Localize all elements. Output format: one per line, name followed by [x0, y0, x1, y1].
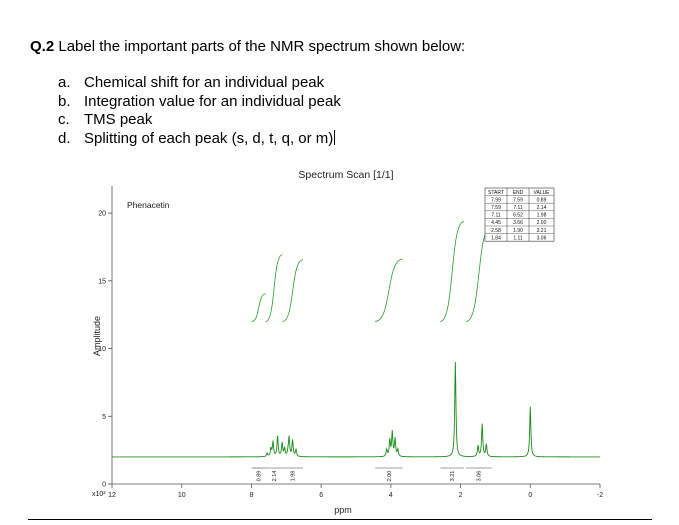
text-cursor [334, 129, 336, 145]
table-header-cell: END [513, 190, 524, 196]
item-text: Splitting of each peak (s, d, t, q, or m… [84, 129, 334, 147]
question-prompt: Label the important parts of the NMR spe… [58, 38, 466, 55]
integration-curve [265, 254, 283, 322]
table-cell: 2.58 [491, 228, 501, 234]
item-b: b. Integration value for an individual pe… [58, 93, 341, 112]
table-cell: 7.11 [491, 213, 501, 219]
sample-label: Phenacetin [127, 200, 170, 210]
table-frame [484, 187, 555, 242]
table-cell: 7.11 [513, 205, 523, 211]
integration-value-label: 3.06 [477, 471, 483, 482]
table-cell: 7.59 [513, 197, 523, 203]
integration-curves [251, 221, 492, 469]
table-cell: 4.45 [491, 220, 501, 226]
table-cell: 1.84 [491, 235, 501, 241]
x-tick-label: 2 [459, 492, 463, 499]
question-items: a. Chemical shift for an individual peak … [58, 74, 341, 148]
x-tick-label: 8 [249, 492, 253, 499]
y-tick-label: 15 [98, 278, 106, 285]
table-cell: 1.11 [513, 235, 523, 241]
item-letter: a. [58, 74, 71, 91]
integration-curve [251, 293, 266, 322]
table-cell: 7.99 [491, 197, 501, 203]
table-header-cell: START [488, 190, 504, 196]
x-axis-label: ppm [334, 505, 352, 515]
integration-value-label: 1.98 [291, 471, 297, 482]
integration-labels: 0.89 2.14 1.98 2.00 3.21 3.06 [257, 471, 483, 482]
item-letter: c. [58, 111, 70, 128]
table-cell: 1.98 [537, 213, 547, 219]
question-heading: Q.2 Label the important parts of the NMR… [30, 38, 465, 55]
table-cell: 3.21 [537, 228, 547, 234]
y-multiplier: x10² [92, 491, 106, 498]
item-d: d. Splitting of each peak (s, d, t, q, or… [58, 129, 341, 149]
x-tick-label: 0 [528, 492, 532, 499]
item-text: Chemical shift for an individual peak [84, 74, 325, 91]
y-tick-label: 10 [98, 346, 106, 353]
table-cell: 3.06 [537, 235, 547, 241]
integration-value-label: 0.89 [257, 471, 263, 482]
item-letter: d. [58, 129, 71, 147]
integration-table: START END VALUE 7.99 7.59 0.89 7.59 7.11 2.14 7.1… [484, 187, 555, 242]
integration-value-label: 2.14 [272, 471, 278, 482]
table-cell: 2.14 [537, 205, 547, 211]
table-cell: 1.90 [513, 228, 523, 234]
chart-title: Spectrum Scan [1/1] [298, 169, 393, 181]
item-letter: b. [58, 92, 71, 110]
table-cell: 2.00 [537, 220, 547, 226]
table-cell: 3.66 [513, 220, 523, 226]
page-rule [28, 519, 652, 520]
table-header-cell: VALUE [533, 190, 550, 196]
table-cell: 6.52 [513, 213, 523, 219]
table-cell: 7.59 [491, 205, 501, 211]
integration-curve [440, 221, 465, 322]
integration-curve [282, 259, 304, 322]
item-c: c. TMS peak [58, 111, 341, 130]
spectrum-trace [112, 362, 600, 458]
integration-value-label: 3.21 [450, 471, 456, 482]
question-number: Q.2 [30, 38, 55, 55]
x-ticks: 12 10 8 6 4 2 0 -2 [108, 484, 603, 499]
table-cell: 0.89 [537, 197, 547, 203]
item-text: TMS peak [84, 111, 153, 128]
item-a: a. Chemical shift for an individual peak [58, 74, 341, 93]
item-text: Integration value for an individual peak [84, 92, 341, 110]
x-tick-label: 4 [389, 492, 393, 499]
y-tick-label: 5 [102, 414, 106, 421]
y-axis-label: Amplitude [92, 316, 102, 356]
integration-value-label: 2.00 [387, 471, 393, 482]
y-ticks: 0 5 10 15 20 [98, 211, 112, 489]
x-tick-label: 6 [319, 492, 323, 499]
x-tick-label: 12 [108, 492, 116, 499]
integration-curve [375, 258, 403, 322]
x-tick-label: -2 [597, 492, 603, 499]
y-tick-label: 0 [102, 482, 106, 489]
x-tick-label: 10 [178, 492, 186, 499]
y-tick-label: 20 [98, 211, 106, 218]
